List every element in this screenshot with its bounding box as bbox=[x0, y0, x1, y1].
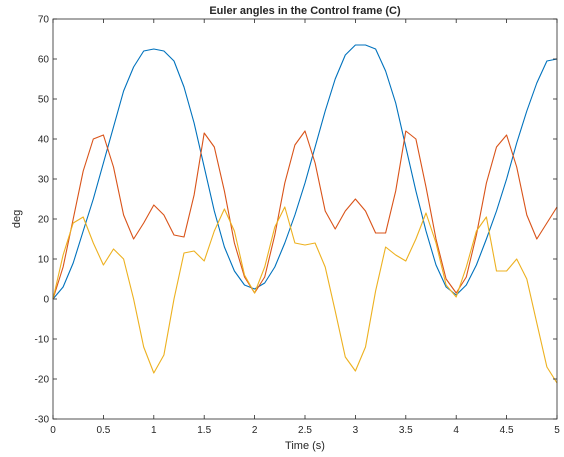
x-tick-label: 3 bbox=[353, 425, 359, 436]
series-line-3 bbox=[52, 206, 558, 384]
x-axis-label: Time (s) bbox=[285, 440, 325, 452]
y-tick-label: -30 bbox=[35, 415, 50, 426]
y-tick-label: 30 bbox=[38, 175, 50, 186]
y-tick-label: 20 bbox=[38, 215, 50, 226]
series-line-1 bbox=[52, 44, 558, 300]
y-tick-label: -20 bbox=[35, 375, 50, 386]
chart-title: Euler angles in the Control frame (C) bbox=[209, 5, 401, 17]
x-tick-label: 1 bbox=[151, 425, 157, 436]
y-tick-label: -10 bbox=[35, 335, 50, 346]
plot-series bbox=[52, 44, 558, 384]
y-tick-label: 60 bbox=[38, 55, 50, 66]
y-tick-label: 50 bbox=[38, 95, 50, 106]
x-tick-label: 4.5 bbox=[500, 425, 514, 436]
x-tick-label: 4 bbox=[453, 425, 459, 436]
x-axis: 0 0.5 1 1.5 2 2.5 3 3.5 4 4.5 5 bbox=[50, 19, 560, 436]
x-tick-label: 5 bbox=[554, 425, 560, 436]
y-axis-label: deg bbox=[11, 210, 23, 228]
y-tick-label: 0 bbox=[43, 295, 49, 306]
y-tick-label: 10 bbox=[38, 255, 50, 266]
series-line-2 bbox=[52, 130, 558, 300]
x-tick-label: 0.5 bbox=[96, 425, 110, 436]
x-tick-label: 3.5 bbox=[399, 425, 413, 436]
x-tick-label: 2.5 bbox=[298, 425, 312, 436]
x-tick-label: 0 bbox=[50, 425, 56, 436]
x-tick-label: 2 bbox=[252, 425, 258, 436]
y-tick-label: 40 bbox=[38, 135, 50, 146]
x-tick-label: 1.5 bbox=[197, 425, 211, 436]
y-axis: -30 -20 -10 0 10 20 30 40 50 60 70 bbox=[35, 15, 557, 426]
y-tick-label: 70 bbox=[38, 15, 50, 26]
